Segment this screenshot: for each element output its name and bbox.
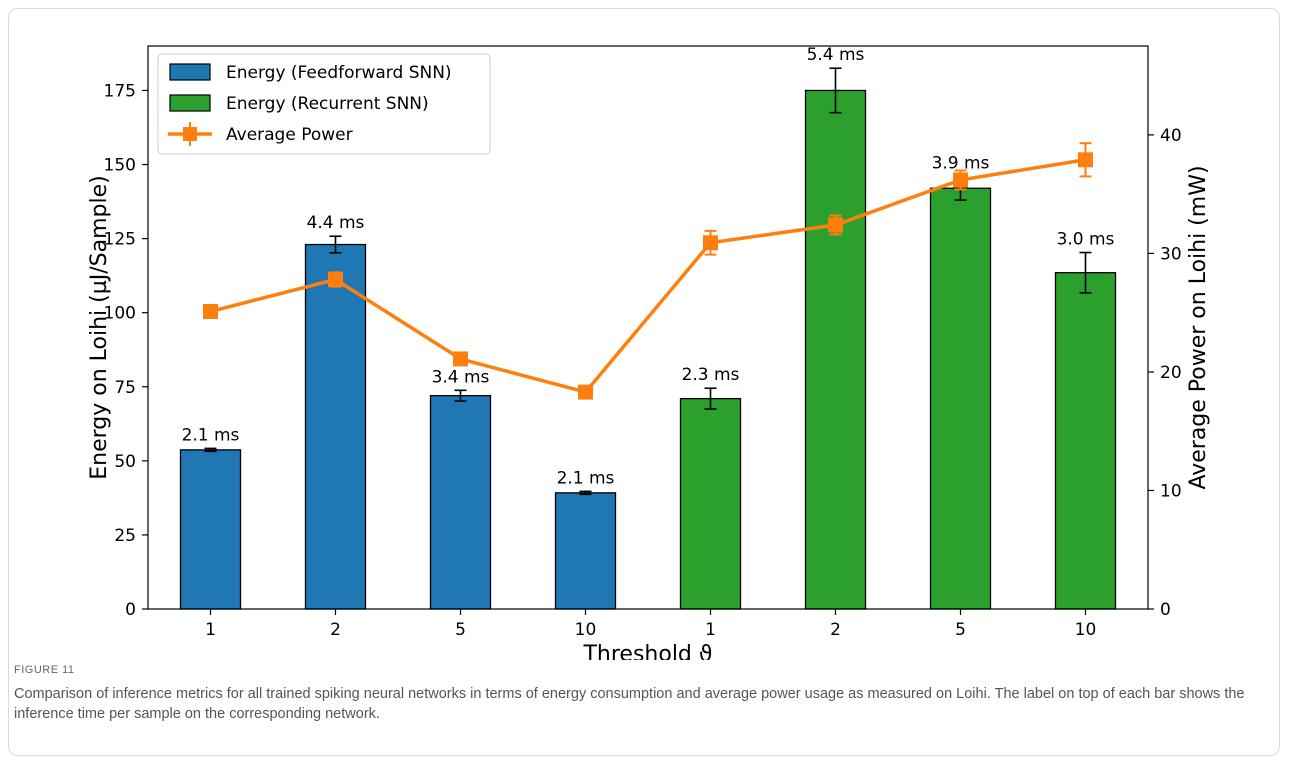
chart: 2.1 ms 4.4 ms 3.4 ms 2.1 ms 2.3 ms 5.4 ms 3.9 … bbox=[87, 45, 1211, 660]
legend-swatch bbox=[169, 94, 211, 112]
x-tick-label: 10 bbox=[575, 620, 597, 640]
power-point bbox=[703, 235, 718, 251]
bar bbox=[929, 187, 992, 610]
power-point bbox=[1078, 152, 1093, 168]
power-point bbox=[328, 271, 343, 287]
bar bbox=[1054, 272, 1117, 610]
y-axis-label: Energy on Loihi (µJ/Sample) bbox=[87, 175, 112, 479]
x-tick-label: 2 bbox=[830, 620, 841, 640]
power-point bbox=[578, 384, 593, 400]
bar bbox=[554, 492, 617, 610]
y2-tick-label: 10 bbox=[1160, 481, 1182, 501]
y-tick-label: 175 bbox=[104, 81, 136, 101]
figure-label: FIGURE 11 bbox=[14, 664, 75, 676]
legend-label: Average Power bbox=[226, 125, 353, 145]
data-label: 2.3 ms bbox=[682, 365, 740, 385]
legend-swatch bbox=[169, 63, 211, 81]
data-label: 2.1 ms bbox=[557, 468, 615, 488]
legend: Energy (Feedforward SNN) Energy (Recurren… bbox=[157, 53, 491, 155]
x-tick-label: 5 bbox=[955, 620, 966, 640]
data-label: 4.4 ms bbox=[307, 213, 365, 233]
power-series-line bbox=[210, 158, 1086, 394]
x-tick-label: 1 bbox=[205, 620, 216, 640]
bar bbox=[304, 243, 367, 610]
bar bbox=[429, 395, 492, 610]
y-tick-label: 0 bbox=[125, 600, 136, 620]
legend-label: Energy (Recurrent SNN) bbox=[226, 94, 429, 114]
y2-tick-label: 20 bbox=[1160, 363, 1182, 383]
power-point bbox=[203, 303, 218, 319]
data-label: 5.4 ms bbox=[807, 45, 865, 65]
y-tick-label: 100 bbox=[104, 304, 136, 324]
x-tick-label: 5 bbox=[455, 620, 466, 640]
y2-axis-label: Average Power on Loihi (mW) bbox=[1186, 165, 1211, 489]
legend-box bbox=[157, 53, 491, 155]
y-tick-label: 125 bbox=[104, 230, 136, 250]
y2-tick-label: 40 bbox=[1160, 126, 1182, 146]
x-axis-label: Threshold ϑ bbox=[582, 642, 712, 660]
data-label: 3.0 ms bbox=[1057, 230, 1115, 250]
y-tick-label: 75 bbox=[114, 378, 136, 398]
bar bbox=[179, 449, 242, 610]
legend-label: Energy (Feedforward SNN) bbox=[226, 63, 452, 83]
y-tick-label: 50 bbox=[114, 452, 136, 472]
x-tick-label: 10 bbox=[1075, 620, 1097, 640]
bar bbox=[804, 89, 867, 610]
bar bbox=[679, 397, 742, 610]
x-tick-label: 2 bbox=[330, 620, 341, 640]
data-label: 2.1 ms bbox=[182, 425, 240, 445]
data-label: 3.4 ms bbox=[432, 367, 490, 387]
power-point bbox=[453, 351, 468, 367]
power-point bbox=[828, 217, 843, 233]
legend-marker bbox=[183, 127, 197, 141]
y-tick-label: 25 bbox=[114, 526, 136, 546]
y2-tick-label: 30 bbox=[1160, 244, 1182, 264]
plot-area-border bbox=[147, 45, 1149, 610]
data-label: 3.9 ms bbox=[932, 153, 990, 173]
x-tick-label: 1 bbox=[705, 620, 716, 640]
y-tick-label: 150 bbox=[104, 156, 136, 176]
figure-caption: Comparison of inference metrics for all … bbox=[14, 686, 1245, 722]
y2-tick-label: 0 bbox=[1160, 600, 1171, 620]
power-point bbox=[953, 172, 968, 188]
